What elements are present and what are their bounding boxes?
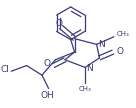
Text: N: N [86, 64, 93, 73]
Text: O: O [117, 47, 124, 56]
Text: N: N [99, 40, 105, 49]
Text: Cl: Cl [0, 65, 9, 74]
Text: CH₃: CH₃ [79, 86, 92, 92]
Text: CH₃: CH₃ [117, 31, 130, 37]
Text: O: O [56, 19, 63, 28]
Text: O: O [44, 59, 51, 68]
Text: OH: OH [41, 91, 55, 100]
